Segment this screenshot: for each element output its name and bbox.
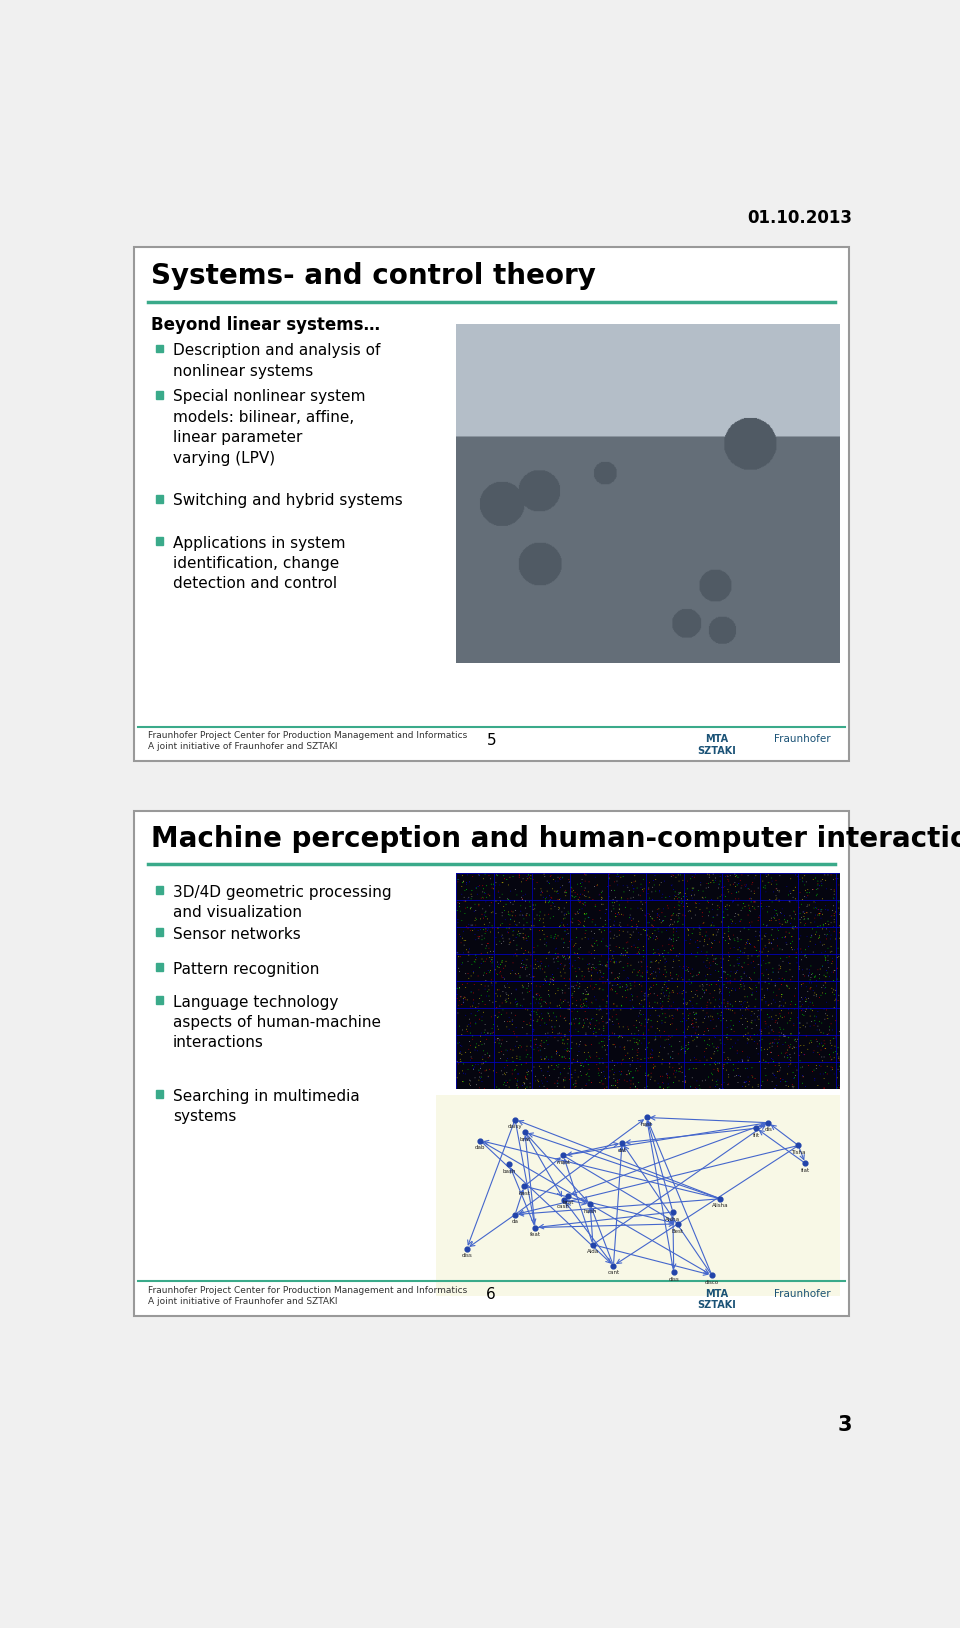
Text: mast: mast <box>556 1161 570 1166</box>
Text: Beyond linear systems…: Beyond linear systems… <box>151 316 380 334</box>
Text: 3: 3 <box>838 1415 852 1434</box>
Text: Fraunhofer: Fraunhofer <box>774 1289 830 1299</box>
Text: Sensor networks: Sensor networks <box>173 926 300 943</box>
Text: Fraunhofer Project Center for Production Management and Informatics
A joint init: Fraunhofer Project Center for Production… <box>148 1286 468 1306</box>
Text: Pattern recognition: Pattern recognition <box>173 962 319 977</box>
Bar <box>134 247 849 762</box>
Text: MTA
SZTAKI: MTA SZTAKI <box>697 734 736 755</box>
Point <box>459 1236 474 1262</box>
Bar <box>156 996 163 1004</box>
Text: da: da <box>512 1219 518 1224</box>
Text: Aisha: Aisha <box>665 1216 681 1221</box>
Point <box>606 1252 621 1278</box>
Text: disco: disco <box>705 1280 719 1284</box>
Text: Best: Best <box>672 1229 684 1234</box>
Text: Description and analysis of
nonlinear systems: Description and analysis of nonlinear sy… <box>173 344 380 379</box>
Text: dab: dab <box>475 1144 486 1149</box>
Text: cash: cash <box>557 1205 570 1210</box>
Text: dis: dis <box>764 1127 772 1133</box>
Text: Language technology
aspects of human-machine
interactions: Language technology aspects of human-mac… <box>173 995 381 1050</box>
Bar <box>156 537 163 545</box>
Point <box>760 1110 776 1136</box>
Text: Fraunhofer Project Center for Production Management and Informatics
A joint init: Fraunhofer Project Center for Production… <box>148 731 468 752</box>
Text: 6: 6 <box>487 1288 496 1302</box>
Point <box>791 1133 806 1159</box>
Text: Applications in system
identification, change
detection and control: Applications in system identification, c… <box>173 536 346 591</box>
Point <box>556 1143 571 1169</box>
Point <box>508 1201 523 1228</box>
Text: brat: brat <box>563 1200 573 1205</box>
Point <box>556 1187 571 1213</box>
Text: best: best <box>518 1190 530 1197</box>
Point <box>705 1262 720 1288</box>
Bar <box>156 928 163 936</box>
Bar <box>134 811 849 1315</box>
Text: hash: hash <box>584 1210 597 1214</box>
Point <box>517 1120 533 1146</box>
Text: flat: flat <box>801 1167 810 1172</box>
Text: flit: flit <box>753 1133 759 1138</box>
Text: Switching and hybrid systems: Switching and hybrid systems <box>173 493 402 508</box>
Text: hast: hast <box>640 1122 653 1127</box>
Text: diss: diss <box>668 1276 679 1281</box>
Text: Machine perception and human-computer interaction: Machine perception and human-computer in… <box>151 825 960 853</box>
Text: Tisha: Tisha <box>791 1149 805 1156</box>
Point <box>638 1104 654 1130</box>
Point <box>665 1198 681 1224</box>
Text: 01.10.2013: 01.10.2013 <box>748 210 852 228</box>
Text: Special nonlinear system
models: bilinear, affine,
linear parameter
varying (LPV: Special nonlinear system models: bilinea… <box>173 389 365 466</box>
Point <box>583 1192 598 1218</box>
Text: 5: 5 <box>487 733 496 747</box>
Text: dat: dat <box>617 1148 627 1153</box>
Text: bash: bash <box>502 1169 516 1174</box>
Text: Fraunhofer: Fraunhofer <box>774 734 830 744</box>
Point <box>501 1151 516 1177</box>
Text: MTA
SZTAKI: MTA SZTAKI <box>697 1289 736 1311</box>
Text: Systems- and control theory: Systems- and control theory <box>151 262 596 290</box>
Point <box>561 1182 576 1208</box>
Point <box>798 1151 813 1177</box>
Point <box>666 1260 682 1286</box>
Bar <box>156 495 163 503</box>
Text: Alisha: Alisha <box>712 1203 729 1208</box>
Text: feat: feat <box>530 1232 540 1237</box>
Point <box>516 1174 532 1200</box>
Point <box>670 1211 685 1237</box>
Text: cant: cant <box>608 1270 619 1275</box>
Point <box>614 1130 630 1156</box>
Text: Aida: Aida <box>587 1249 599 1254</box>
Text: Searching in multimedia
systems: Searching in multimedia systems <box>173 1089 359 1123</box>
Bar <box>156 886 163 894</box>
Text: diss: diss <box>462 1254 472 1258</box>
Bar <box>156 345 163 352</box>
Bar <box>156 1091 163 1097</box>
Point <box>527 1214 542 1241</box>
Bar <box>156 964 163 970</box>
Point <box>586 1232 601 1258</box>
Text: daisy: daisy <box>508 1125 522 1130</box>
Point <box>508 1107 523 1133</box>
Text: brat: brat <box>519 1136 531 1141</box>
Point <box>749 1115 764 1141</box>
Point <box>472 1128 488 1154</box>
Point <box>712 1185 728 1211</box>
Text: 3D/4D geometric processing
and visualization: 3D/4D geometric processing and visualiza… <box>173 884 392 920</box>
Bar <box>156 391 163 399</box>
